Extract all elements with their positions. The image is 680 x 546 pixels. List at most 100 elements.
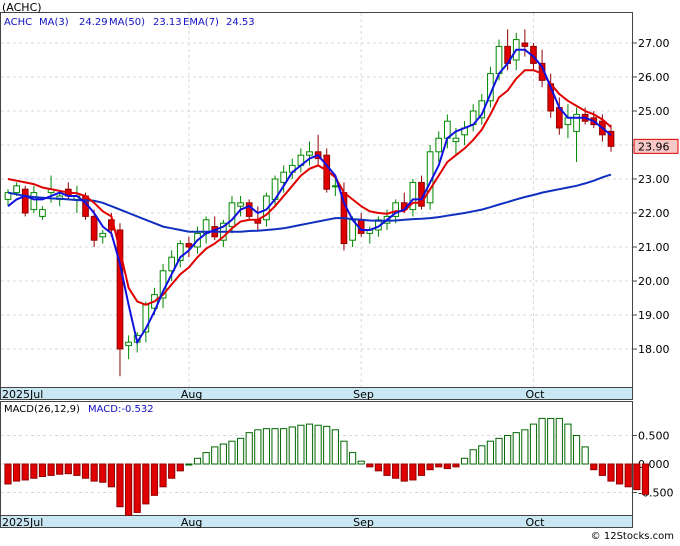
macd-xaxis-label: Aug [181,516,202,529]
candle-body [573,113,580,132]
macd-bar [400,463,408,482]
macd-bar [236,437,245,465]
macd-bar [176,463,184,472]
candle-body [4,192,12,200]
candle-body [39,209,46,217]
price-xaxis-label: Aug [181,388,202,401]
candle-body [332,185,339,188]
macd-bar [486,440,495,465]
macd-bar [426,463,434,471]
macd-bar [417,463,426,476]
macd-bar [529,423,538,465]
macd-bar [211,446,219,465]
price-tick-label: 21.00 [638,241,670,254]
macd-bar [469,449,477,465]
macd-bar [305,423,314,465]
macd-bar [81,463,90,479]
macd-bar [73,463,81,476]
legend-item: 23.13 [153,17,182,28]
macd-bar [245,432,253,465]
candle-body [21,188,29,214]
candle-body [521,42,529,47]
ma3-line [7,48,612,345]
macd-bar [641,463,650,495]
macd-bar [288,426,296,465]
macd-xaxis-label: Sep [353,516,374,529]
macd-bar [271,428,279,465]
macd-bar [168,463,176,479]
legend-item: MA(50) [109,17,145,28]
macd-bar [262,428,271,465]
macd-bar [572,435,581,465]
macd-bar [202,452,210,465]
candle-body [13,185,20,194]
macd-bar [340,440,348,465]
macd-bar [452,463,460,468]
price-panel [0,12,633,388]
macd-bar [504,435,512,465]
macd-bar [297,424,305,465]
macd-bar [142,463,150,505]
candle-body [30,192,38,211]
macd-bar [392,463,400,479]
candle-body [245,202,253,217]
macd-bar [193,457,202,465]
macd-bar [460,457,469,465]
legend-item: MA(3) [39,17,69,28]
watermark: © 12Stocks.com [590,531,674,542]
macd-bar [624,463,632,488]
legend-item: ACHC [4,17,32,28]
legend-item: 24.53 [226,17,255,28]
candle-body [607,130,615,147]
macd-bar [443,463,451,470]
candle-body [99,232,107,238]
price-tick-label: 23.00 [638,173,670,186]
macd-bar [38,463,47,478]
ma50-line [7,173,612,233]
candle-body [435,137,443,153]
macd-bar [590,463,598,471]
candle-body [452,137,460,143]
candle-body [168,256,176,272]
candle-body [228,202,236,228]
macd-bar [581,446,589,465]
macd-bar [30,463,38,479]
macd-bar [495,437,503,465]
macd-bar [348,452,357,465]
macd-bar [314,424,322,465]
candle-body [280,171,287,183]
candle-body [495,45,503,75]
macd-bar [547,417,555,465]
macd-bar [21,463,29,481]
price-tick-label: 20.00 [638,275,670,288]
price-tick-label: 26.00 [638,71,670,84]
legend-item: 24.29 [79,17,108,28]
candle-body [564,117,572,126]
macd-bar [107,463,115,488]
macd-bar [56,463,64,475]
macd-bar [13,463,21,482]
macd-bar [90,463,98,482]
price-tick-label: 19.00 [638,309,670,322]
macd-bar [366,463,374,468]
last-price-box [633,138,679,154]
candle-body [392,202,399,217]
macd-bar [159,463,167,488]
macd-xaxis-label: 2025Jul [2,516,43,529]
macd-title: MACD(26,12,9) [4,404,80,415]
legend-item: EMA(7) [183,17,219,28]
price-tick-label: 18.00 [638,343,670,356]
macd-legend: MACD:-0.532 [88,404,154,415]
macd-bar [280,428,288,465]
macd-bar [323,425,331,465]
macd-xaxis-label: Oct [525,516,545,529]
macd-bar [633,463,641,491]
macd-bar [116,463,124,508]
macd-bar [185,463,193,466]
macd-bar [254,429,262,465]
price-tick-label: 25.00 [638,105,670,118]
macd-bar [521,429,529,465]
macd-bar [598,463,606,476]
macd-bar [124,463,133,516]
